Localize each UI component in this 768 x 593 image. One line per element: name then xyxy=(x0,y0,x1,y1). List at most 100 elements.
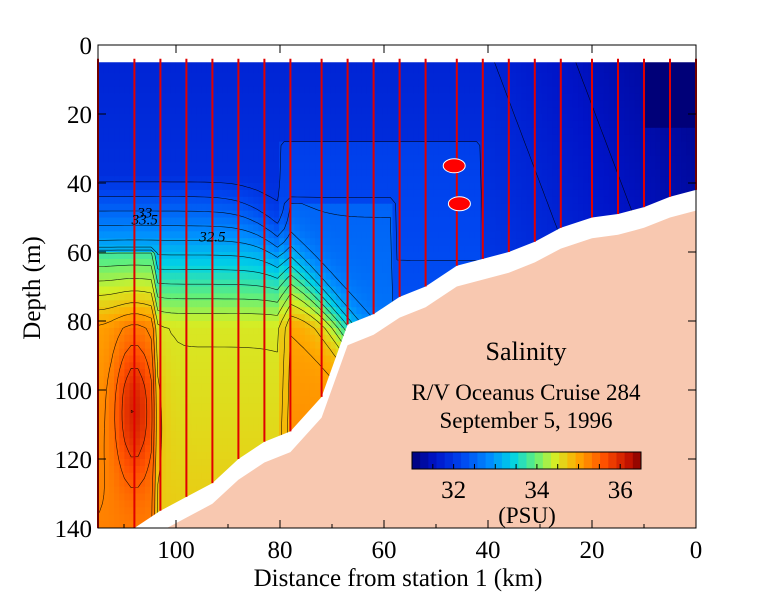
salinity-cell xyxy=(536,203,542,212)
salinity-cell xyxy=(360,65,367,74)
salinity-cell xyxy=(340,210,347,219)
salinity-cell xyxy=(587,203,594,212)
salinity-cell xyxy=(603,79,609,87)
salinity-cell xyxy=(355,155,362,163)
salinity-cell xyxy=(469,224,475,232)
salinity-cell xyxy=(484,196,491,205)
salinity-cell xyxy=(494,183,501,191)
salinity-cell xyxy=(520,120,527,129)
salinity-cell xyxy=(577,203,584,212)
salinity-cell xyxy=(360,72,367,81)
salinity-cell xyxy=(520,107,527,115)
salinity-cell xyxy=(603,148,609,156)
salinity-cell xyxy=(412,127,419,136)
salinity-cell xyxy=(567,210,573,219)
salinity-cell xyxy=(324,120,331,129)
salinity-cell xyxy=(458,134,465,143)
salinity-cell xyxy=(417,72,424,81)
salinity-cell xyxy=(381,148,388,156)
salinity-cell xyxy=(690,169,696,177)
salinity-cell xyxy=(340,155,347,163)
salinity-cell xyxy=(427,169,434,177)
salinity-cell xyxy=(623,176,630,184)
salinity-cell xyxy=(489,231,496,239)
salinity-cell xyxy=(623,72,630,81)
salinity-cell xyxy=(500,127,506,136)
salinity-cell xyxy=(391,127,398,136)
salinity-cell xyxy=(659,107,666,115)
salinity-cell xyxy=(458,65,465,74)
salinity-cell xyxy=(670,107,676,115)
salinity-cell xyxy=(314,65,321,74)
salinity-cell xyxy=(324,314,331,322)
salinity-cell xyxy=(350,224,357,232)
salinity-cell xyxy=(618,120,625,129)
salinity-cell xyxy=(438,114,444,122)
salinity-cell xyxy=(520,141,527,150)
salinity-cell xyxy=(525,196,532,205)
salinity-cell xyxy=(427,134,434,143)
salinity-cell xyxy=(417,203,424,212)
salinity-cell xyxy=(515,183,522,191)
salinity-cell xyxy=(407,155,414,163)
salinity-cell xyxy=(680,107,687,115)
salinity-cell xyxy=(438,231,444,239)
salinity-cell xyxy=(515,169,522,177)
salinity-cell xyxy=(603,141,609,150)
salinity-cell xyxy=(546,58,553,67)
salinity-cell xyxy=(613,127,620,136)
salinity-cell xyxy=(500,141,506,150)
salinity-cell xyxy=(665,114,671,122)
salinity-cell xyxy=(577,127,584,136)
salinity-cell xyxy=(649,176,656,184)
salinity-cell xyxy=(474,86,481,94)
salinity-cell xyxy=(628,203,635,212)
salinity-cell xyxy=(350,148,357,156)
salinity-cell xyxy=(644,162,651,170)
salinity-cell xyxy=(314,189,321,198)
salinity-cell xyxy=(536,86,542,94)
salinity-cell xyxy=(386,210,393,219)
salinity-cell xyxy=(340,120,347,129)
salinity-cell xyxy=(567,120,573,129)
salinity-cell xyxy=(360,245,367,253)
salinity-cell xyxy=(551,65,558,74)
salinity-cell xyxy=(438,183,444,191)
salinity-cell xyxy=(670,155,676,163)
salinity-cell xyxy=(443,224,450,232)
salinity-cell xyxy=(458,79,465,87)
salinity-cell xyxy=(366,162,372,170)
salinity-cell xyxy=(613,134,620,143)
salinity-cell xyxy=(628,79,635,87)
salinity-cell xyxy=(665,65,671,74)
salinity-cell xyxy=(355,252,362,260)
salinity-cell xyxy=(391,217,398,225)
salinity-cell xyxy=(329,162,336,170)
salinity-cell xyxy=(556,224,563,232)
salinity-cell xyxy=(376,279,383,288)
salinity-cell xyxy=(438,155,444,163)
salinity-cell xyxy=(350,245,357,253)
salinity-cell xyxy=(489,252,496,260)
salinity-cell xyxy=(582,114,589,122)
salinity-cell xyxy=(469,162,475,170)
salinity-cell xyxy=(329,231,336,239)
salinity-cell xyxy=(634,196,640,205)
salinity-cell xyxy=(628,134,635,143)
salinity-cell xyxy=(366,203,372,212)
salinity-cell xyxy=(484,224,491,232)
salinity-cell xyxy=(329,93,336,101)
salinity-cell xyxy=(494,100,501,108)
salinity-cell xyxy=(360,286,367,294)
salinity-cell xyxy=(618,203,625,212)
salinity-cell xyxy=(360,169,367,177)
salinity-cell xyxy=(340,148,347,156)
salinity-cell xyxy=(546,148,553,156)
salinity-cell xyxy=(541,210,548,219)
salinity-cell xyxy=(515,224,522,232)
salinity-cell xyxy=(494,86,501,94)
salinity-cell xyxy=(489,120,496,129)
salinity-cell xyxy=(685,162,692,170)
salinity-cell xyxy=(628,65,635,74)
salinity-cell xyxy=(561,155,568,163)
